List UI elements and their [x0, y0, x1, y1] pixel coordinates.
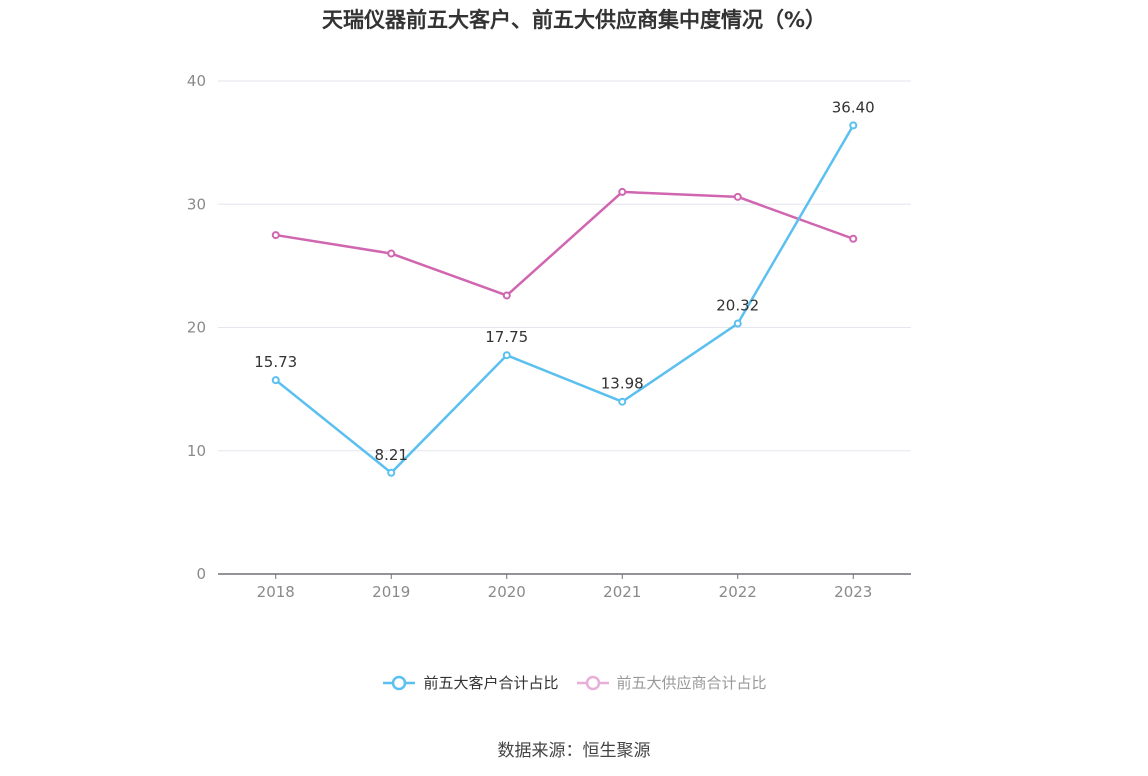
data-point-customers — [849, 121, 858, 130]
data-point-suppliers — [849, 234, 858, 243]
data-point-suppliers — [387, 249, 396, 258]
y-tick-label: 30 — [187, 195, 206, 213]
x-tick-label: 2018 — [257, 583, 295, 601]
data-point-customers — [733, 319, 742, 328]
data-label-customers: 20.32 — [716, 297, 759, 315]
data-point-suppliers — [271, 231, 280, 240]
data-point-customers — [502, 351, 511, 360]
legend-customers-marker-icon — [383, 675, 416, 690]
data-label-customers: 13.98 — [601, 375, 644, 393]
x-tick-label: 2022 — [719, 583, 757, 601]
legend-customers-label: 前五大客户合计占比 — [423, 674, 559, 692]
data-label-customers: 8.21 — [375, 446, 408, 464]
data-point-customers — [271, 376, 280, 385]
y-tick-label: 0 — [196, 565, 206, 583]
y-tick-label: 40 — [187, 72, 206, 90]
data-point-suppliers — [733, 192, 742, 201]
series-line-customers — [274, 124, 855, 475]
chart-title: 天瑞仪器前五大客户、前五大供应商集中度情况（%） — [321, 8, 827, 32]
y-tick-label: 10 — [187, 442, 206, 460]
data-label-customers: 17.75 — [485, 328, 528, 346]
y-tick-label: 20 — [187, 319, 206, 337]
data-point-suppliers — [618, 187, 627, 196]
data-label-customers: 15.73 — [254, 353, 297, 371]
data-point-customers — [387, 468, 396, 477]
x-tick-label: 2020 — [488, 583, 526, 601]
data-point-customers — [618, 397, 627, 406]
legend-suppliers-label: 前五大供应商合计占比 — [616, 674, 767, 692]
x-tick-label: 2023 — [834, 583, 872, 601]
legend-suppliers-marker-icon — [576, 675, 609, 690]
data-point-suppliers — [502, 291, 511, 300]
legend: 前五大客户合计占比 前五大供应商合计占比 — [0, 672, 1148, 693]
legend-item-customers[interactable]: 前五大客户合计占比 — [381, 672, 559, 693]
x-tick-label: 2019 — [372, 583, 410, 601]
legend-item-suppliers[interactable]: 前五大供应商合计占比 — [575, 672, 767, 693]
data-label-customers: 36.40 — [832, 98, 875, 116]
x-tick-label: 2021 — [603, 583, 641, 601]
data-source: 数据来源：恒生聚源 — [497, 741, 651, 761]
series-line-suppliers — [275, 190, 854, 297]
